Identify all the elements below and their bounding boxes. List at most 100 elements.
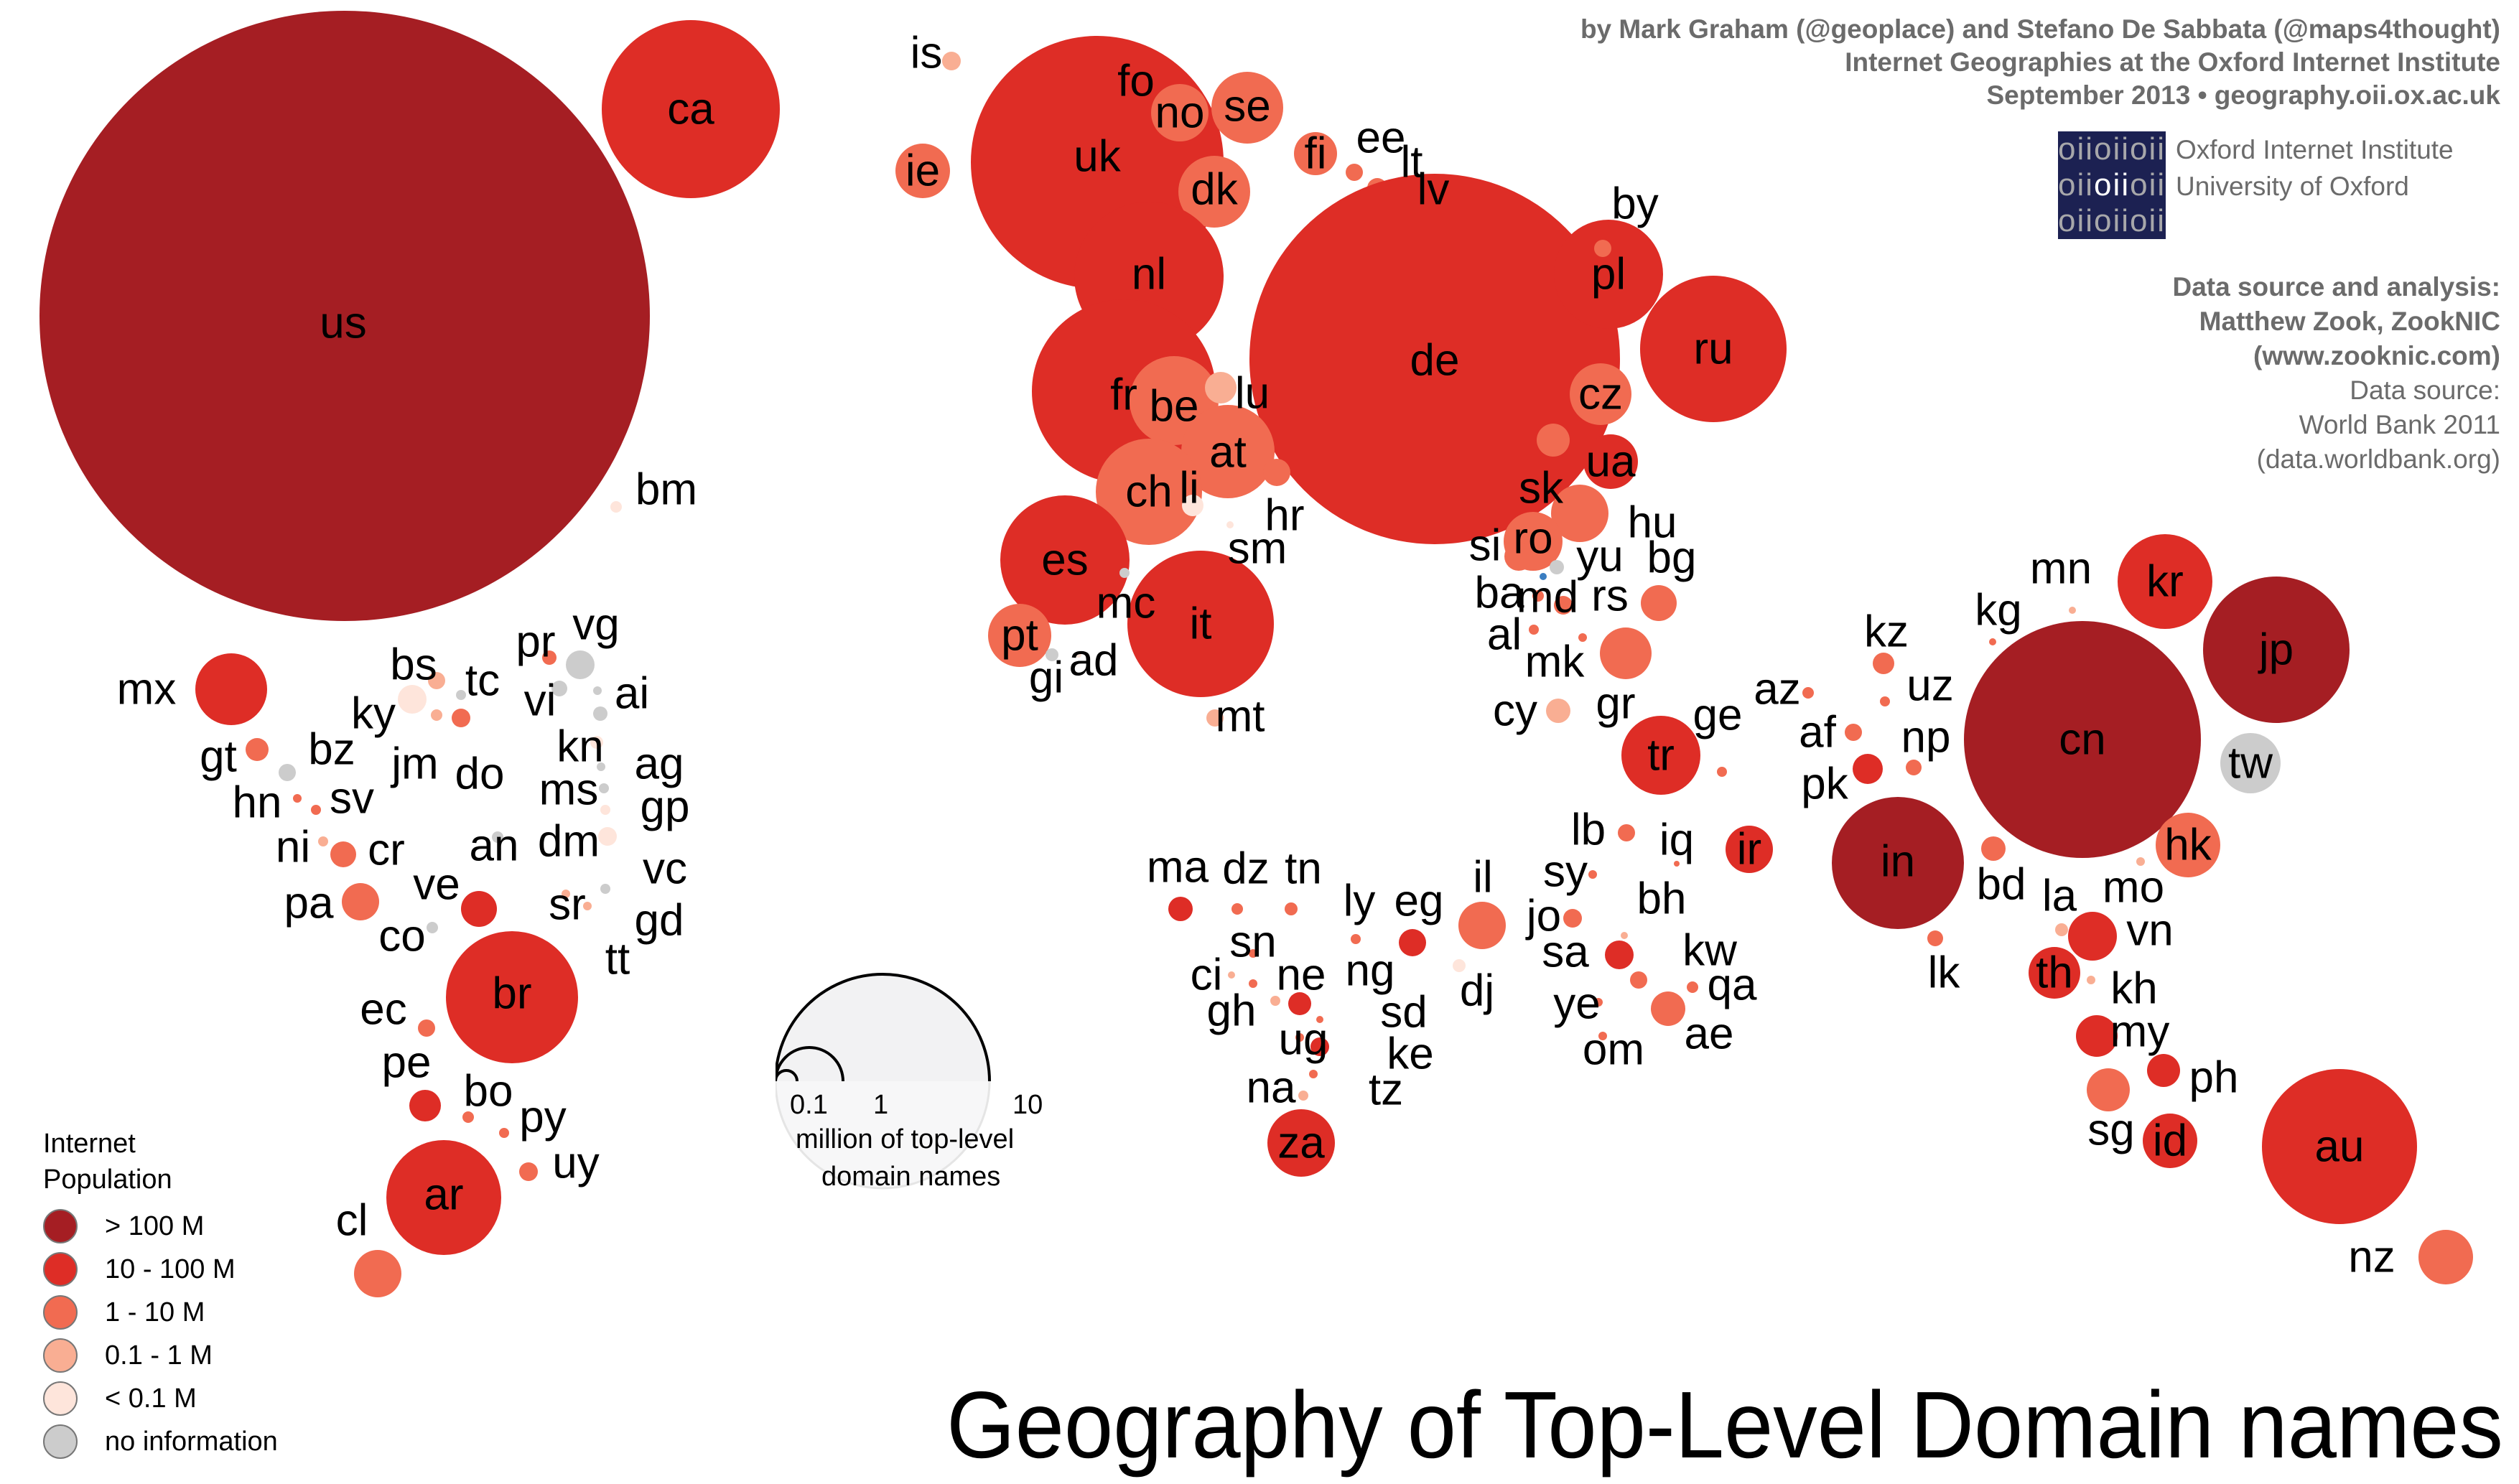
legend-item: no information — [43, 1420, 278, 1463]
bubble-es — [1000, 495, 1130, 625]
label-ua: ua — [1586, 437, 1636, 487]
bubble-mc — [1119, 568, 1130, 578]
label-uk: uk — [1074, 132, 1121, 182]
bubble-ir — [1726, 826, 1773, 873]
bubble-pe — [409, 1090, 441, 1121]
label-rs: rs — [1591, 571, 1629, 621]
label-bg: bg — [1647, 533, 1697, 583]
bubble-th — [2029, 947, 2080, 999]
bubble-sk — [1537, 424, 1570, 457]
bubble-hu — [1551, 485, 1608, 542]
legend-label: < 0.1 M — [105, 1383, 197, 1414]
label-pr: pr — [516, 617, 555, 667]
bubble-do — [452, 709, 470, 727]
label-li: li — [1179, 464, 1199, 513]
credit-authors: by Mark Graham (@geoplace) and Stefano D… — [1580, 14, 2500, 44]
label-al: al — [1487, 610, 1522, 660]
bubble-bm — [610, 501, 622, 513]
source-analysis-author: Matthew Zook, ZookNIC — [2199, 307, 2500, 336]
bubble-gp — [599, 783, 609, 793]
bubble-ad — [1076, 652, 1081, 658]
bubble-kr — [2118, 534, 2212, 629]
label-uz: uz — [1906, 661, 1953, 711]
bubble-ch — [1096, 439, 1202, 545]
bubble-cz — [1570, 363, 1631, 425]
legend-title-line1: Internet — [43, 1129, 136, 1159]
label-ke: ke — [1387, 1030, 1433, 1079]
bubble-pl — [1554, 220, 1663, 329]
label-dk: dk — [1191, 165, 1238, 215]
bubble-cr — [330, 841, 356, 867]
label-vc: vc — [643, 844, 687, 894]
label-at: at — [1209, 428, 1247, 477]
label-tn: tn — [1285, 844, 1322, 894]
data-source-block: Data source and analysis: Matthew Zook, … — [2172, 270, 2500, 477]
bubble-ke — [1310, 1037, 1329, 1056]
bubble-no — [1151, 84, 1209, 141]
label-kg: kg — [1975, 586, 2021, 635]
label-eg: eg — [1394, 877, 1444, 926]
label-jm: jm — [390, 739, 438, 789]
bubble-sd — [1316, 1016, 1323, 1023]
label-ch: ch — [1125, 467, 1172, 517]
label-cy: cy — [1493, 686, 1537, 736]
label-ar: ar — [424, 1170, 463, 1220]
label-ms: ms — [539, 765, 599, 815]
bubble-uz — [1880, 696, 1890, 706]
page-title: Geography of Top-Level Domain names — [946, 1372, 2503, 1478]
label-az: az — [1754, 665, 1800, 714]
label-py: py — [519, 1093, 566, 1142]
label-mx: mx — [117, 665, 177, 714]
legend-item: > 100 M — [43, 1205, 278, 1248]
bubble-co — [427, 922, 438, 933]
bubble-tr — [1621, 716, 1700, 795]
bubble-yu — [1550, 560, 1564, 574]
scale-tick-0-1: 0.1 — [790, 1090, 828, 1120]
bubble-vn — [2068, 912, 2117, 961]
legend-swatch-icon — [43, 1209, 78, 1243]
logo-institute: Oxford Internet Institute — [2176, 135, 2454, 164]
bubble-bh — [1621, 932, 1628, 939]
bubble-cl — [354, 1250, 401, 1297]
oii-logo-mark: oiioiioii oiioiioii oiioiioii — [2058, 131, 2166, 239]
bubble-vi — [551, 681, 567, 696]
bubble-nz — [2418, 1230, 2473, 1284]
label-bs: bs — [390, 640, 437, 690]
label-ai: ai — [615, 669, 649, 719]
label-ge: ge — [1693, 691, 1743, 740]
label-hk: hk — [2164, 821, 2212, 870]
legend-label: 1 - 10 M — [105, 1297, 205, 1327]
bubble-lu — [1205, 372, 1237, 403]
label-ad: ad — [1069, 636, 1119, 686]
bubble-ee — [1346, 164, 1363, 181]
bubble-fi — [1294, 132, 1337, 175]
bubble-ms — [597, 762, 605, 771]
label-kr: kr — [2146, 557, 2184, 607]
label-ru: ru — [1693, 325, 1733, 374]
bubble-si — [1504, 542, 1533, 571]
bubble-ph — [2147, 1054, 2180, 1087]
legend-item: < 0.1 M — [43, 1377, 278, 1420]
color-legend: Internet Population > 100 M 10 - 100 M 1… — [43, 1126, 278, 1463]
bubble-id — [2143, 1114, 2197, 1168]
legend-label: no information — [105, 1426, 278, 1457]
bubble-cy — [1546, 699, 1570, 723]
bubble-dz — [1231, 903, 1243, 915]
bubble-tw — [2220, 733, 2281, 793]
size-scale-circles-icon — [774, 973, 991, 1190]
label-af: af — [1799, 708, 1836, 757]
label-is: is — [911, 29, 943, 78]
bubble-ua — [1583, 434, 1638, 489]
bubble-al — [1529, 625, 1539, 635]
label-iq: iq — [1659, 816, 1694, 865]
label-fi: fi — [1305, 129, 1327, 179]
label-dm: dm — [538, 817, 600, 867]
bubble-us — [39, 11, 650, 621]
label-tc: tc — [465, 656, 500, 706]
bubble-jm — [431, 709, 442, 721]
bubble-ag — [590, 736, 603, 749]
label-vn: vn — [2126, 906, 2173, 956]
label-lk: lk — [1928, 948, 1961, 998]
